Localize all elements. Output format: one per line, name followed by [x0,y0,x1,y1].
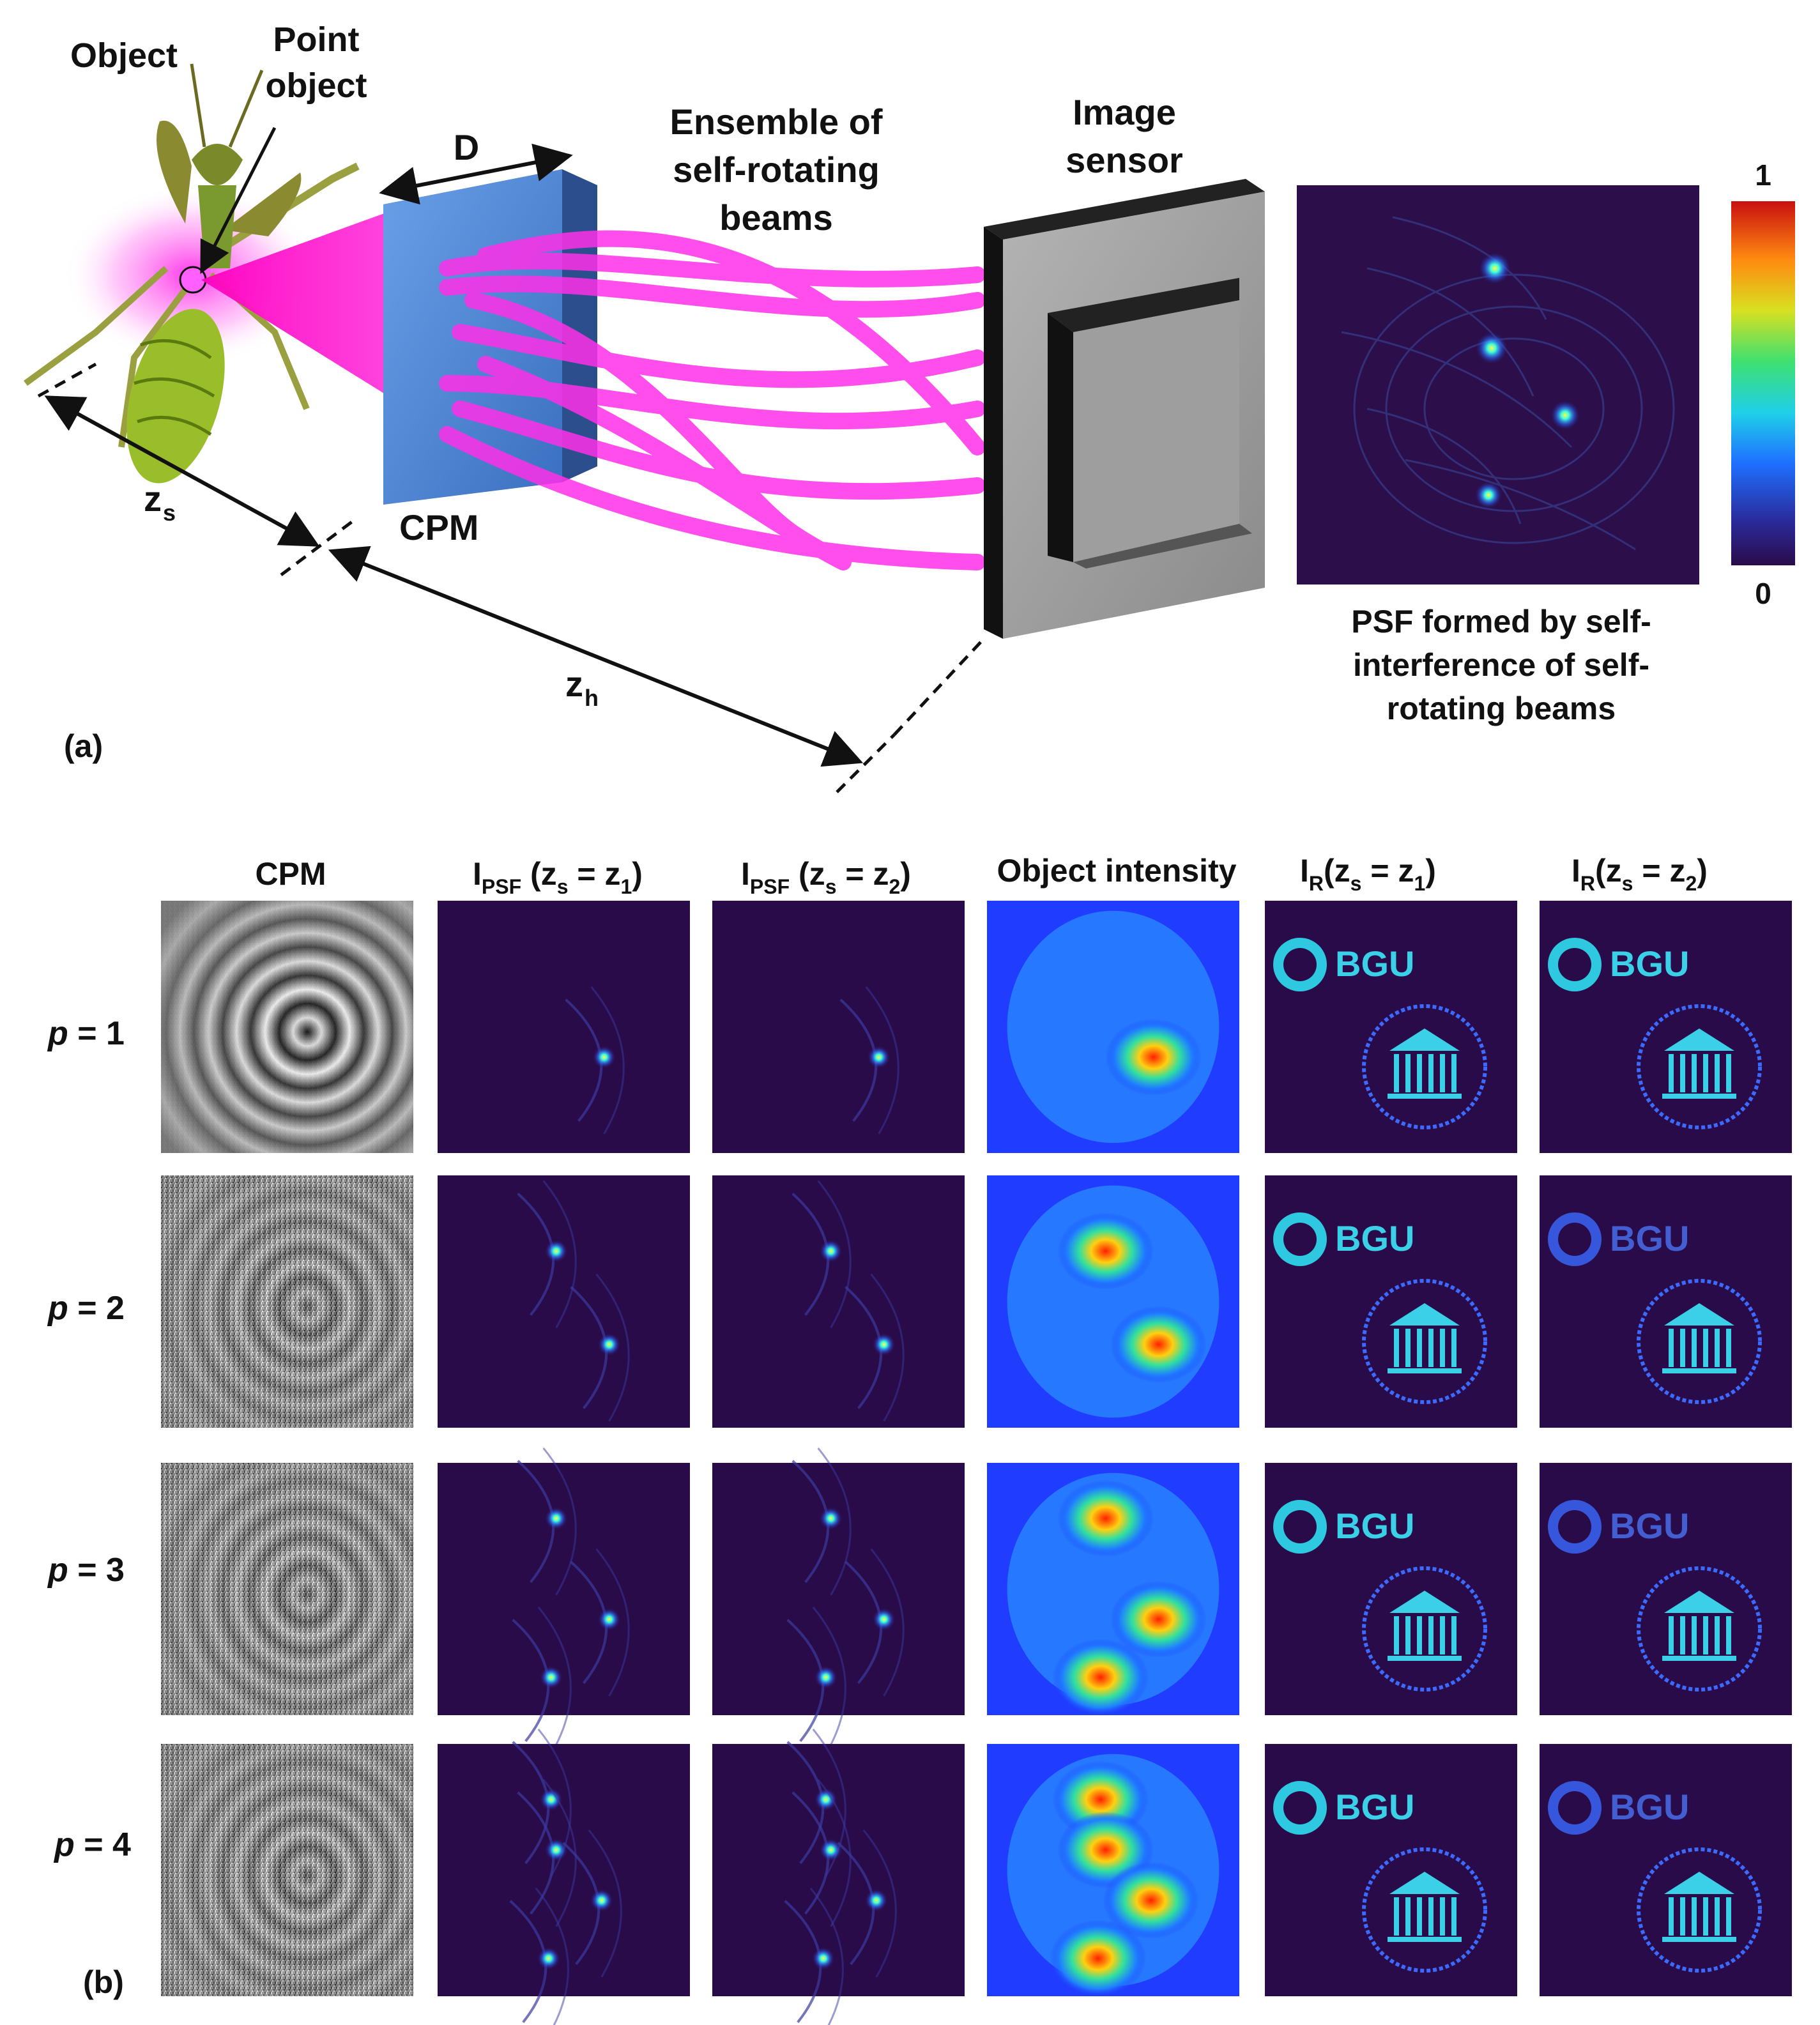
row-label-p3: p = 3 [47,1552,125,1589]
bgu-logo-text: BGU [1335,1787,1414,1827]
bgu-logo-text: BGU [1610,1787,1689,1827]
psf-caption-line2: interference of self- [1353,647,1649,683]
panel-b-tag: (b) [83,1964,124,2000]
bgu-logo-text: BGU [1335,944,1414,984]
image-sensor [984,179,1265,639]
point-object-label-line1: Point [273,20,360,59]
reconstruction-tile: BGU [1265,1744,1517,1996]
reconstruction-tile: BGU [1540,1744,1792,1996]
panel-a: 1 0 Object Point object D Ensemble of se… [24,20,1795,793]
psf-tile [438,1175,690,1428]
svg-text:IR(zs = z2): IR(zs = z2) [1571,853,1708,895]
cpm-label: CPM [399,507,478,547]
psf-tile [438,1728,690,2025]
colorbar [1731,201,1795,565]
svg-text:p = 4: p = 4 [53,1826,131,1863]
svg-text:p = 1: p = 1 [47,1015,125,1052]
svg-text:IPSF (zs = z2): IPSF (zs = z2) [741,856,911,898]
bgu-logo-text: BGU [1610,1218,1689,1258]
reconstruction-tile: BGU [1540,1175,1792,1428]
svg-text:z: z [565,664,583,704]
self-rotating-beams [439,230,986,570]
cpm-tile [161,901,413,1153]
psf-tile [712,1175,965,1428]
aperture-arrow [379,143,573,205]
psf-tile [712,901,965,1153]
sensor-tick [893,638,985,736]
sensor-label-line2: sensor [1066,140,1183,180]
reconstruction-tile: BGU [1540,901,1792,1153]
row-label-p4: p = 4 [53,1826,131,1863]
svg-text:p = 2: p = 2 [47,1290,125,1327]
object-intensity-tile [987,901,1239,1153]
row-label-p2: p = 2 [47,1290,125,1327]
psf-image [1297,185,1699,585]
column-header-object-intensity: Object intensity [997,853,1236,889]
reconstruction-tile: BGU [1265,901,1517,1153]
cpm-tile [161,1744,413,1996]
bgu-logo-text: BGU [1335,1506,1414,1546]
zs-arrow [44,395,320,547]
point-object-label-line2: object [265,66,367,105]
beams-label-line2: self-rotating [673,149,880,190]
column-header-psf-z1: IPSF (zs = z1) [473,856,643,898]
psf-tile [438,901,690,1153]
reconstruction-tile: BGU [1540,1463,1792,1715]
reconstruction-tile: BGU [1265,1463,1517,1715]
svg-text:IPSF (zs = z1): IPSF (zs = z1) [473,856,643,898]
point-object-pointer [200,126,277,274]
reconstruction-tile: BGU [1265,1175,1517,1428]
object-intensity-tile [987,1175,1239,1428]
column-header-ir-z1: IR(zs = z1) [1300,853,1436,895]
psf-tile [712,1447,965,1755]
beams-label-line1: Ensemble of [670,102,883,142]
object-intensity-tile [987,1744,1239,1997]
aperture-label: D [454,127,479,167]
bgu-logo-text: BGU [1335,1218,1414,1258]
colorbar-max-label: 1 [1755,158,1771,192]
zh-label: z h [565,664,599,711]
object-intensity-tile [987,1463,1239,1716]
column-header-ir-z2: IR(zs = z2) [1571,853,1708,895]
zs-tick-left [37,362,97,398]
psf-tile [712,1728,965,2025]
psf-caption-line3: rotating beams [1387,691,1616,726]
svg-text:IR(zs = z1): IR(zs = z1) [1300,853,1436,895]
colorbar-min-label: 0 [1755,577,1771,610]
svg-text:p = 3: p = 3 [47,1552,125,1589]
light-cone [201,204,409,409]
zs-tick-right [280,516,359,576]
object-label: Object [70,36,178,75]
svg-text:s: s [163,500,176,526]
panel-b: CPM IPSF (zs = z1) IPSF (zs = z2) Object… [47,853,1792,2025]
result-grid: BGU BGU BGU BGU BGU BGU BGU BGU [161,901,1792,2025]
column-header-cpm: CPM [255,856,326,892]
panel-a-tag: (a) [64,728,103,764]
psf-tile [438,1447,690,1755]
cpm-tile [161,1175,413,1428]
psf-caption-line1: PSF formed by self- [1351,604,1651,639]
zs-label: z s [144,478,176,526]
row-label-p1: p = 1 [47,1015,125,1052]
svg-text:h: h [585,685,599,711]
cpm-tile [161,1463,413,1715]
column-header-psf-z2: IPSF (zs = z2) [741,856,911,898]
zh-arrow [328,546,864,767]
svg-text:z: z [144,478,162,519]
sensor-label-line1: Image [1073,92,1176,132]
beams-label-line3: beams [719,197,832,238]
svg-text:CPM: CPM [255,856,326,892]
bgu-logo-text: BGU [1610,944,1689,984]
svg-text:Object intensity: Object intensity [997,853,1236,889]
bgu-logo-text: BGU [1610,1506,1689,1546]
zh-tick-right [836,733,896,793]
